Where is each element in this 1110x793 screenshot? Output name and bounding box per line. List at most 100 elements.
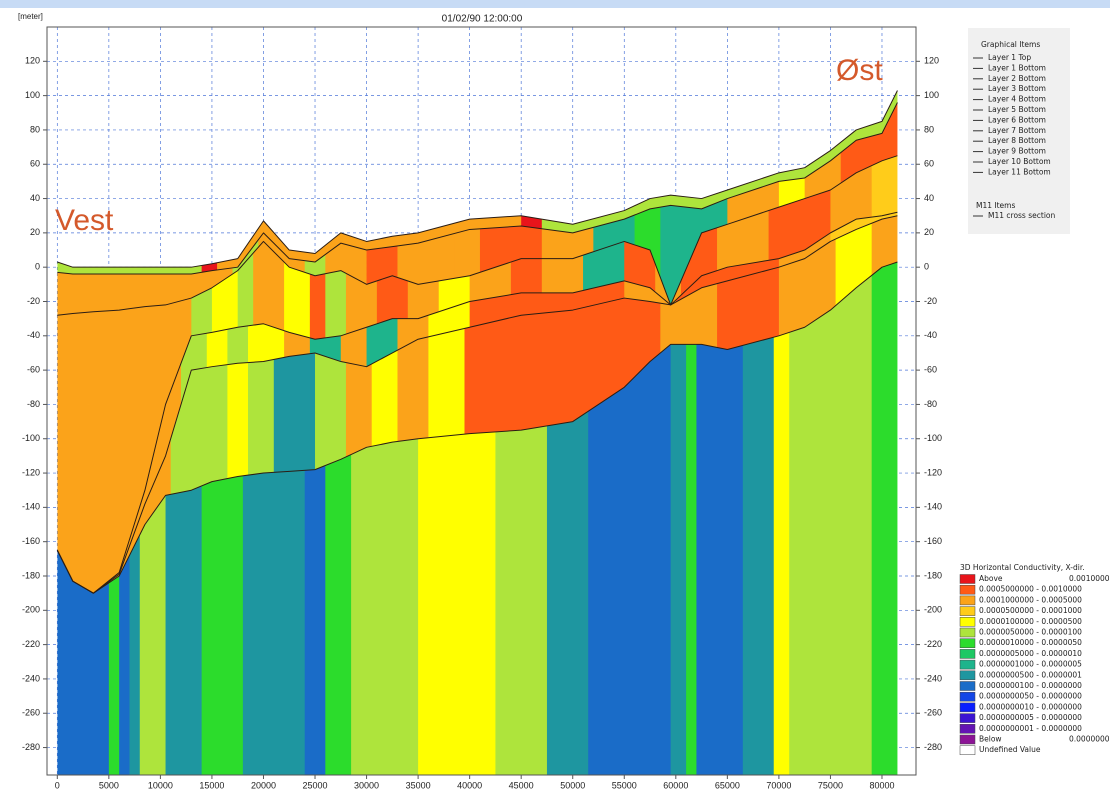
y-tick-label-right: -40 [924,330,937,340]
x-tick-label: 65000 [715,780,740,790]
y-tick-label-right: 20 [924,227,934,237]
y-tick-label-right: -140 [924,502,942,512]
y-tick-label-right: 100 [924,90,939,100]
color-swatch [960,660,975,669]
color-legend-label: 0.0000000050 - 0.0000000 [979,692,1082,701]
y-tick-label-right: -280 [924,742,942,752]
legend-item: Layer 3 Bottom [988,84,1046,93]
y-tick-label-right: -60 [924,364,937,374]
page: [meter] 01/02/90 12:00:00 05000100001500… [0,0,1110,793]
color-swatch [960,649,975,658]
y-tick-label: -60 [27,364,40,374]
color-legend-label: 0.0005000000 - 0.0010000 [979,585,1082,594]
y-axis-label: [meter] [18,12,43,21]
y-tick-label-right: 0 [924,262,929,272]
y-tick-label-right: 80 [924,124,934,134]
x-tick-label: 30000 [354,780,379,790]
x-tick-label: 60000 [663,780,688,790]
y-tick-label-right: 40 [924,193,934,203]
color-legend-label: 0.0001000000 - 0.0005000 [979,595,1082,604]
y-tick-label: 100 [25,90,40,100]
conductivity-cell [696,27,743,775]
color-legend-label: 0.0000000010 - 0.0000000 [979,702,1082,711]
y-tick-label-right: -160 [924,536,942,546]
x-tick-label: 20000 [251,780,276,790]
x-tick-label: 80000 [869,780,894,790]
y-tick-label: -40 [27,330,40,340]
color-swatch [960,575,975,584]
color-legend-label: 0.0000100000 - 0.0000500 [979,617,1082,626]
y-tick-label-right: -80 [924,399,937,409]
y-tick-label: 0 [35,262,40,272]
y-tick-label: -120 [22,467,40,477]
conductivity-cell [686,27,697,775]
legend-item: Layer 10 Bottom [988,157,1051,166]
color-legend-limit: 0.0010000 [1069,574,1110,583]
color-legend-label: Above [979,574,1003,583]
y-tick-label: -280 [22,742,40,752]
color-legend-label: 0.0000000005 - 0.0000000 [979,713,1082,722]
color-legend-label: 0.0000000100 - 0.0000000 [979,681,1082,690]
color-legend-limit: 0.0000000 [1069,735,1110,744]
conductivity-cell [774,27,790,775]
y-tick-label-right: -200 [924,605,942,615]
color-swatch [960,703,975,712]
color-legend-label: 0.0000500000 - 0.0001000 [979,606,1082,615]
x-tick-label: 15000 [199,780,224,790]
legend-item: Layer 8 Bottom [988,136,1046,145]
conductivity-cell [743,27,774,775]
color-swatch [960,682,975,691]
legend-item: Layer 7 Bottom [988,126,1046,135]
color-swatch [960,639,975,648]
y-tick-label-right: -120 [924,467,942,477]
x-tick-label: 10000 [148,780,173,790]
y-tick-label-right: -220 [924,639,942,649]
y-tick-label: 20 [30,227,40,237]
legend-item: Layer 1 Bottom [988,63,1046,72]
color-legend-label: 0.0000001000 - 0.0000005 [979,660,1082,669]
x-tick-label: 35000 [406,780,431,790]
color-legend-label: Undefined Value [979,745,1041,754]
color-legend-title: 3D Horizontal Conductivity, X-dir. [960,563,1085,572]
y-tick-label: 40 [30,193,40,203]
x-tick-label: 50000 [560,780,585,790]
color-swatch [960,671,975,680]
x-tick-label: 55000 [612,780,637,790]
color-legend-label: Below [979,735,1002,744]
chart-title: 01/02/90 12:00:00 [442,14,523,25]
color-swatch [960,692,975,701]
y-tick-label: 60 [30,159,40,169]
y-tick-label-right: -180 [924,570,942,580]
x-tick-label: 0 [55,780,60,790]
color-swatch [960,724,975,733]
legend-item: Layer 5 Bottom [988,105,1046,114]
legend-title: Graphical Items [981,40,1040,49]
color-legend-label: 0.0000005000 - 0.0000010 [979,649,1082,658]
x-tick-label: 70000 [766,780,791,790]
conductivity-cell [789,27,836,775]
color-swatch [960,585,975,594]
legend-item: Layer 9 Bottom [988,147,1046,156]
y-tick-label: -80 [27,399,40,409]
y-tick-label: -240 [22,673,40,683]
color-legend-label: 0.0000000001 - 0.0000000 [979,724,1082,733]
y-tick-label: -260 [22,708,40,718]
color-swatch [960,596,975,605]
legend-item: Layer 4 Bottom [988,95,1046,104]
y-tick-label: -200 [22,605,40,615]
x-tick-label: 25000 [303,780,328,790]
color-legend-label: 0.0000010000 - 0.0000050 [979,638,1082,647]
color-swatch [960,617,975,626]
color-swatch [960,607,975,616]
y-tick-label-right: -240 [924,673,942,683]
y-tick-label-right: 60 [924,159,934,169]
legend-group-title: M11 Items [976,201,1015,210]
color-swatch [960,746,975,755]
legend-item: M11 cross section [988,211,1055,220]
conductivity-cell [671,27,687,775]
y-tick-label: -140 [22,502,40,512]
x-tick-label: 5000 [99,780,119,790]
legend-item: Layer 1 Top [988,53,1031,62]
x-tick-label: 40000 [457,780,482,790]
legend-item: Layer 6 Bottom [988,115,1046,124]
